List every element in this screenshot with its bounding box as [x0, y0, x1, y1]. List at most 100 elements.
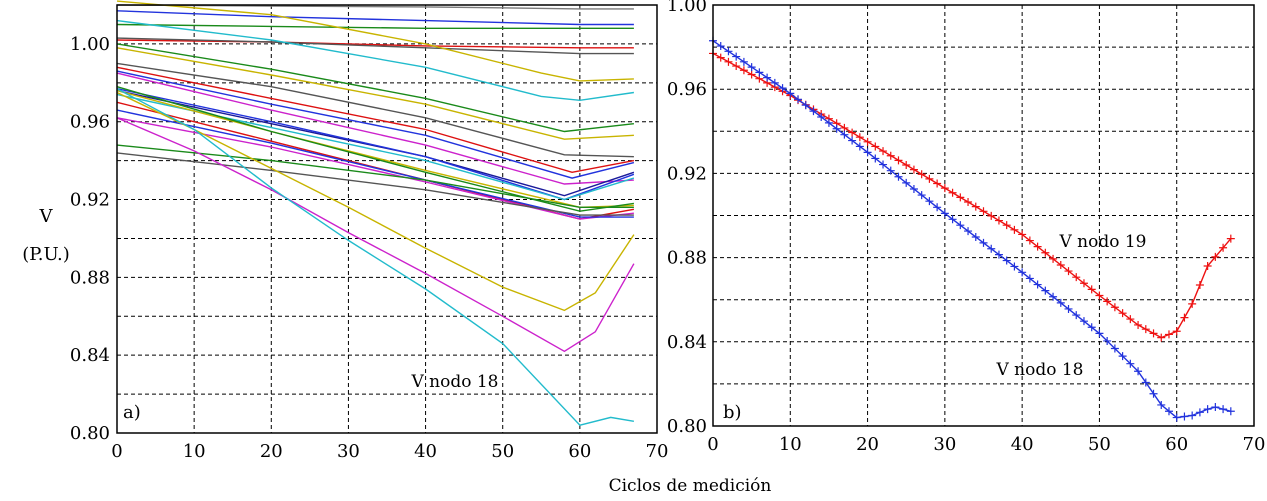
plot-frame-a: [116, 4, 658, 434]
data-point-marker: [948, 188, 957, 197]
x-tick-label: 10: [183, 441, 206, 462]
data-point-marker: [1211, 403, 1220, 412]
data-point-marker: [886, 151, 895, 160]
data-point-marker: [1110, 303, 1119, 312]
data-point-marker: [716, 53, 725, 62]
series-line-a-6: [116, 19, 635, 102]
y-tick-label: 0.92: [70, 190, 110, 211]
y-tick-label: 0.84: [667, 332, 707, 353]
y-axis-label-line1: V: [39, 206, 54, 227]
data-point-marker: [724, 47, 733, 56]
x-tick-label: 20: [260, 441, 283, 462]
data-point-marker: [1087, 285, 1096, 294]
data-point-marker: [917, 191, 926, 200]
data-point-marker: [925, 174, 934, 183]
data-point-marker: [1211, 252, 1220, 261]
data-point-marker: [933, 179, 942, 188]
data-point-marker: [1072, 311, 1081, 320]
x-tick-label: 0: [111, 441, 122, 462]
series-line-a-7: [116, 43, 634, 133]
data-point-marker: [1056, 298, 1065, 307]
data-point-marker: [1149, 389, 1158, 398]
data-point-marker: [987, 244, 996, 253]
data-point-marker: [817, 112, 826, 121]
data-point-marker: [902, 178, 911, 187]
chart-a: 0 10 20 30 40 50 60 70 0.80 0.84 0.88 0.92 0.96 1.00 a…: [70, 0, 669, 462]
y-tick-label: 0.96: [70, 112, 110, 133]
data-point-marker: [902, 160, 911, 169]
y-tick-label: 1.00: [667, 0, 707, 16]
data-point-marker: [747, 70, 756, 79]
data-point-marker: [855, 133, 864, 142]
series-line-a-8: [116, 47, 634, 140]
annotation-v-nodo-18: V nodo 18: [410, 372, 498, 392]
data-point-marker: [1087, 323, 1096, 332]
series-line-a-1: [116, 10, 634, 26]
data-point-marker: [1157, 400, 1166, 409]
data-point-marker: [871, 142, 880, 151]
data-point-marker: [1095, 291, 1104, 300]
data-point-marker: [979, 207, 988, 216]
data-point-marker: [909, 165, 918, 174]
data-point-marker: [778, 84, 787, 93]
data-point-marker: [1018, 268, 1027, 277]
series-line-a-10: [116, 66, 635, 174]
data-point-marker: [794, 95, 803, 104]
data-point-marker: [755, 68, 764, 77]
series-line-b-0: [712, 52, 1232, 339]
series-label-0: V nodo 19: [1058, 232, 1146, 252]
series-line-a-2: [116, 23, 634, 29]
x-tick-label: 70: [646, 441, 669, 462]
x-tick-label: 30: [337, 441, 360, 462]
data-point-marker: [956, 221, 965, 230]
series-line-a-5: [116, 0, 634, 82]
series-line-a-11: [116, 70, 635, 179]
data-point-marker: [1195, 280, 1204, 289]
data-point-marker: [832, 124, 841, 133]
data-point-marker: [1002, 256, 1011, 265]
data-point-marker: [879, 147, 888, 156]
series-line-a-17: [116, 86, 635, 212]
data-point-marker: [747, 63, 756, 72]
data-point-marker: [925, 197, 934, 206]
data-point-marker: [894, 156, 903, 165]
y-tick-label: 0.80: [70, 423, 110, 444]
data-point-marker: [1018, 230, 1027, 239]
data-point-marker: [971, 232, 980, 241]
data-point-marker: [1180, 412, 1189, 421]
data-point-marker: [863, 137, 872, 146]
data-point-marker: [840, 130, 849, 139]
data-point-marker: [1180, 313, 1189, 322]
data-point-marker: [1164, 330, 1173, 339]
data-point-marker: [716, 42, 725, 51]
data-point-marker: [1079, 279, 1088, 288]
data-point-marker: [1203, 262, 1212, 271]
data-point-marker: [909, 184, 918, 193]
data-point-marker: [879, 160, 888, 169]
data-point-marker: [1025, 236, 1034, 245]
data-point-marker: [1033, 280, 1042, 289]
data-point-marker: [1010, 262, 1019, 271]
data-point-marker: [1049, 254, 1058, 263]
panel-label-a: a): [123, 402, 141, 423]
data-point-marker: [1126, 359, 1135, 368]
data-point-marker: [801, 101, 810, 110]
data-point-marker: [956, 193, 965, 202]
data-point-marker: [732, 62, 741, 71]
data-point-marker: [1049, 292, 1058, 301]
panel-label-b: b): [723, 402, 742, 423]
data-point-marker: [1056, 260, 1065, 269]
x-tick-label: 40: [1011, 434, 1034, 455]
data-point-marker: [1188, 299, 1197, 308]
data-point-marker: [917, 170, 926, 179]
data-point-marker: [1141, 378, 1150, 387]
data-point-marker: [1072, 273, 1081, 282]
data-point-marker: [964, 198, 973, 207]
data-point-marker: [809, 107, 818, 116]
series-line-a-21: [116, 144, 634, 209]
data-point-marker: [1118, 352, 1127, 361]
gridlines-a: [117, 4, 657, 433]
series-line-a-23: [116, 91, 635, 312]
x-tick-label: 50: [491, 441, 514, 462]
data-point-marker: [770, 78, 779, 87]
